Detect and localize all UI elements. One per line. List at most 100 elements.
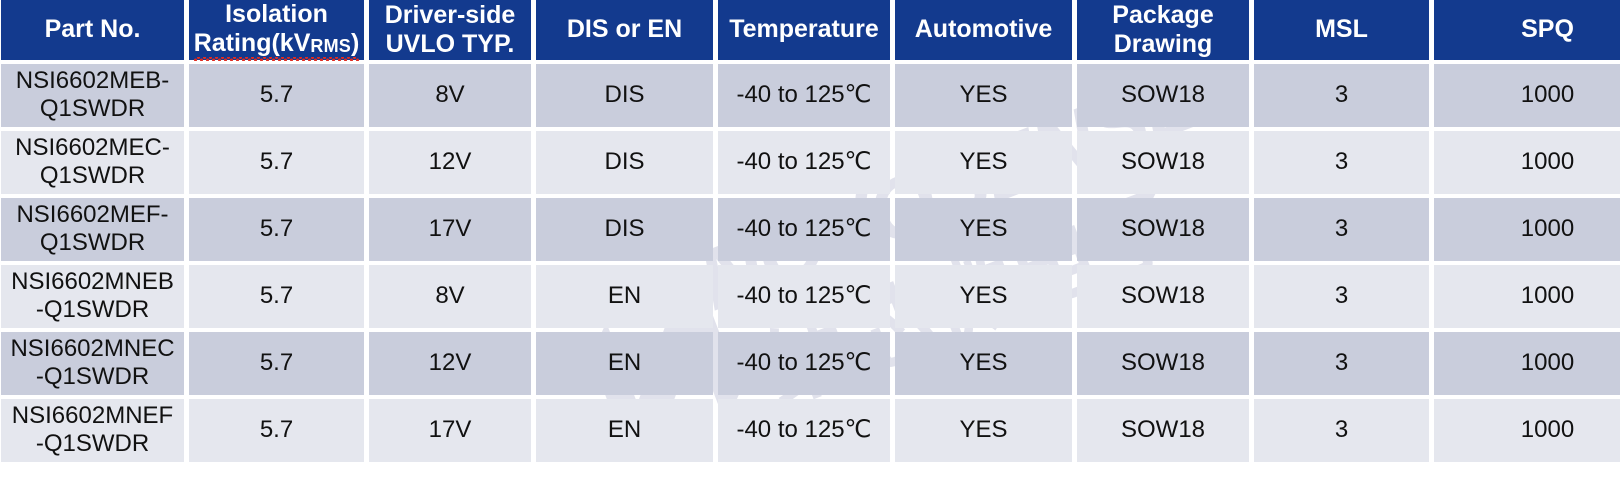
- table-row[interactable]: NSI6602MNEC -Q1SWDR 5.7 12V EN -40 to 12…: [1, 331, 1620, 395]
- cell-spq: 1000: [1434, 398, 1620, 462]
- cell-part-no: NSI6602MNEC -Q1SWDR: [1, 331, 184, 395]
- cell-temperature: -40 to 125℃: [718, 398, 890, 462]
- table-body: NSI6602MEB- Q1SWDR 5.7 8V DIS -40 to 125…: [1, 63, 1620, 462]
- cell-temperature: -40 to 125℃: [718, 331, 890, 395]
- part-no-line2: Q1SWDR: [39, 95, 146, 122]
- column-header-automotive[interactable]: Automotive: [895, 0, 1072, 60]
- part-no-line1: NSI6602MEB-: [15, 66, 170, 94]
- cell-dis-or-en: DIS: [536, 63, 713, 127]
- cell-spq: 1000: [1434, 331, 1620, 395]
- cell-part-no: NSI6602MEF- Q1SWDR: [1, 197, 184, 261]
- cell-part-no: NSI6602MEB- Q1SWDR: [1, 63, 184, 127]
- table-row[interactable]: NSI6602MEF- Q1SWDR 5.7 17V DIS -40 to 12…: [1, 197, 1620, 261]
- header-label-msl: MSL: [1315, 15, 1368, 44]
- part-no-line2: -Q1SWDR: [35, 430, 150, 457]
- header-label-isolation-rms-subscript: RMS: [310, 36, 351, 57]
- header-label-package-line2: Drawing: [1113, 29, 1213, 58]
- header-label-dis-or-en: DIS or EN: [566, 15, 683, 44]
- cell-isolation-rating: 5.7: [189, 63, 364, 127]
- cell-package-drawing: SOW18: [1077, 63, 1249, 127]
- cell-isolation-rating: 5.7: [189, 197, 364, 261]
- header-label-isolation-paren: ): [350, 28, 360, 57]
- column-header-spq[interactable]: SPQ: [1434, 0, 1620, 60]
- cell-msl: 3: [1254, 264, 1429, 328]
- cell-msl: 3: [1254, 130, 1429, 194]
- cell-part-no: NSI6602MNEB -Q1SWDR: [1, 264, 184, 328]
- cell-package-drawing: SOW18: [1077, 398, 1249, 462]
- cell-spq: 1000: [1434, 197, 1620, 261]
- cell-temperature: -40 to 125℃: [718, 130, 890, 194]
- header-label-isolation-line1: Isolation: [225, 0, 328, 28]
- header-label-uvlo-line1: Driver-side: [384, 1, 516, 29]
- cell-dis-or-en: DIS: [536, 197, 713, 261]
- cell-package-drawing: SOW18: [1077, 197, 1249, 261]
- cell-isolation-rating: 5.7: [189, 398, 364, 462]
- part-no-line1: NSI6602MNEF: [11, 401, 174, 429]
- cell-package-drawing: SOW18: [1077, 130, 1249, 194]
- table-row[interactable]: NSI6602MNEB -Q1SWDR 5.7 8V EN -40 to 125…: [1, 264, 1620, 328]
- cell-spq: 1000: [1434, 63, 1620, 127]
- table-row[interactable]: NSI6602MEB- Q1SWDR 5.7 8V DIS -40 to 125…: [1, 63, 1620, 127]
- column-header-temperature[interactable]: Temperature: [718, 0, 890, 60]
- header-label-part-no: Part No.: [44, 15, 141, 44]
- header-label-uvlo-line2: UVLO TYP.: [385, 29, 515, 58]
- part-no-line1: NSI6602MNEC: [10, 334, 175, 362]
- cell-package-drawing: SOW18: [1077, 264, 1249, 328]
- cell-temperature: -40 to 125℃: [718, 264, 890, 328]
- cell-msl: 3: [1254, 197, 1429, 261]
- table-row[interactable]: NSI6602MNEF -Q1SWDR 5.7 17V EN -40 to 12…: [1, 398, 1620, 462]
- cell-package-drawing: SOW18: [1077, 331, 1249, 395]
- column-header-dis-or-en[interactable]: DIS or EN: [536, 0, 713, 60]
- cell-msl: 3: [1254, 331, 1429, 395]
- cell-automotive: YES: [895, 63, 1072, 127]
- header-label-isolation-kv: Rating(kV: [193, 28, 311, 57]
- part-no-line1: NSI6602MEF-: [16, 200, 169, 228]
- cell-uvlo: 12V: [369, 331, 531, 395]
- cell-dis-or-en: EN: [536, 398, 713, 462]
- cell-automotive: YES: [895, 197, 1072, 261]
- cell-dis-or-en: EN: [536, 331, 713, 395]
- cell-automotive: YES: [895, 130, 1072, 194]
- cell-temperature: -40 to 125℃: [718, 197, 890, 261]
- cell-spq: 1000: [1434, 130, 1620, 194]
- cell-temperature: -40 to 125℃: [718, 63, 890, 127]
- part-no-line2: -Q1SWDR: [35, 363, 150, 390]
- cell-msl: 3: [1254, 63, 1429, 127]
- cell-msl: 3: [1254, 398, 1429, 462]
- cell-uvlo: 17V: [369, 398, 531, 462]
- part-no-line2: -Q1SWDR: [35, 296, 150, 323]
- cell-dis-or-en: DIS: [536, 130, 713, 194]
- part-no-line1: NSI6602MNEB: [11, 267, 174, 295]
- cell-automotive: YES: [895, 398, 1072, 462]
- cell-spq: 1000: [1434, 264, 1620, 328]
- header-label-temperature: Temperature: [729, 15, 879, 44]
- cell-uvlo: 8V: [369, 63, 531, 127]
- table-header: Part No. Isolation Rating(kVRMS) Driver-…: [1, 0, 1620, 61]
- table-row[interactable]: NSI6602MEC- Q1SWDR 5.7 12V DIS -40 to 12…: [1, 130, 1620, 194]
- cell-isolation-rating: 5.7: [189, 264, 364, 328]
- cell-part-no: NSI6602MNEF -Q1SWDR: [1, 398, 184, 462]
- cell-uvlo: 17V: [369, 197, 531, 261]
- cell-dis-or-en: EN: [536, 264, 713, 328]
- column-header-isolation-rating[interactable]: Isolation Rating(kVRMS): [189, 0, 364, 61]
- cell-automotive: YES: [895, 331, 1072, 395]
- column-header-uvlo[interactable]: Driver-side UVLO TYP.: [369, 0, 531, 60]
- header-label-package-line1: Package: [1112, 1, 1214, 29]
- cell-uvlo: 12V: [369, 130, 531, 194]
- cell-isolation-rating: 5.7: [189, 331, 364, 395]
- cell-part-no: NSI6602MEC- Q1SWDR: [1, 130, 184, 194]
- part-no-line2: Q1SWDR: [39, 229, 146, 256]
- cell-uvlo: 8V: [369, 264, 531, 328]
- product-spec-table: Part No. Isolation Rating(kVRMS) Driver-…: [1, 0, 1620, 462]
- header-label-isolation-line2: Rating(kVRMS): [193, 28, 360, 61]
- column-header-msl[interactable]: MSL: [1254, 0, 1429, 60]
- header-label-spq: SPQ: [1521, 15, 1574, 44]
- cell-isolation-rating: 5.7: [189, 130, 364, 194]
- part-no-line1: NSI6602MEC-: [15, 133, 170, 161]
- header-row: Part No. Isolation Rating(kVRMS) Driver-…: [1, 0, 1620, 61]
- cell-automotive: YES: [895, 264, 1072, 328]
- column-header-package-drawing[interactable]: Package Drawing: [1077, 0, 1249, 60]
- header-label-automotive: Automotive: [914, 15, 1053, 44]
- column-header-part-no[interactable]: Part No.: [1, 0, 184, 60]
